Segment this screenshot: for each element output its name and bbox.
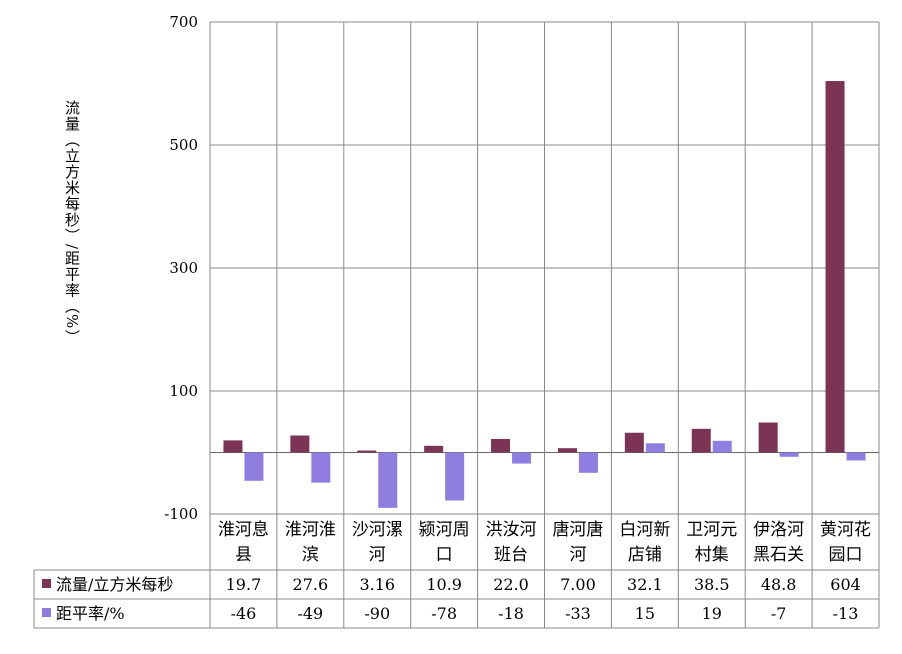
category-label-2-1: 河 — [369, 545, 386, 565]
bar-series1-6 — [624, 432, 644, 453]
bar-series1-5 — [557, 448, 577, 453]
y-tick-label-3: 500 — [169, 136, 198, 154]
bar-series2-0 — [244, 452, 264, 481]
category-label-6-0: 白河新 — [619, 520, 670, 540]
table-value-series2-3: -78 — [431, 604, 457, 623]
category-label-8-0: 伊洛河 — [753, 520, 804, 540]
table-value-series1-4: 22.0 — [493, 575, 529, 594]
y-tick-label-0: -100 — [164, 505, 198, 523]
legend-key-series1 — [42, 579, 51, 588]
bar-series1-3 — [424, 445, 444, 453]
bar-series1-9 — [825, 81, 845, 453]
y-axis-title: 流量（立方米每秒）/距平率（%） — [63, 100, 81, 346]
category-label-9-0: 黄河花 — [820, 520, 871, 540]
category-label-6-1: 店铺 — [628, 545, 662, 565]
category-label-7-0: 卫河元 — [686, 520, 737, 540]
table-value-series1-2: 3.16 — [359, 575, 395, 594]
table-value-series2-6: 15 — [635, 604, 655, 623]
table-value-series2-5: -33 — [565, 604, 591, 623]
bar-series2-8 — [779, 452, 799, 457]
bar-series1-7 — [691, 428, 711, 453]
bar-series2-7 — [712, 440, 732, 453]
table-value-series1-8: 48.8 — [761, 575, 797, 594]
category-label-5-0: 唐河唐 — [552, 519, 603, 540]
bar-series2-2 — [378, 452, 398, 508]
category-label-8-1: 黑石关 — [753, 545, 804, 565]
table-value-series1-7: 38.5 — [694, 575, 730, 594]
bar-series2-5 — [578, 452, 598, 473]
category-label-5-1: 河 — [569, 545, 586, 565]
table-value-series1-5: 7.00 — [560, 575, 596, 594]
table-value-series1-1: 27.6 — [293, 575, 329, 594]
category-label-3-1: 口 — [436, 545, 453, 565]
table-value-series1-0: 19.7 — [226, 575, 262, 594]
table-value-series2-7: 19 — [702, 604, 722, 623]
y-tick-label-4: 700 — [169, 13, 198, 31]
category-label-1-1: 滨 — [302, 545, 319, 565]
bar-series1-0 — [223, 440, 243, 453]
category-label-9-1: 园口 — [829, 545, 863, 565]
bar-series1-8 — [758, 422, 778, 453]
category-label-7-1: 村集 — [695, 545, 729, 565]
y-tick-label-2: 300 — [169, 259, 198, 277]
category-label-0-0: 淮河息 — [218, 520, 269, 540]
bar-series1-4 — [491, 438, 511, 453]
table-value-series2-2: -90 — [364, 604, 390, 623]
category-label-4-0: 洪汝河 — [486, 520, 537, 540]
bar-series2-1 — [311, 452, 331, 483]
table-value-series2-9: -13 — [833, 604, 859, 623]
table-value-series2-4: -18 — [498, 604, 524, 623]
legend-key-series2 — [42, 608, 51, 617]
legend-label-series1: 流量/立方米每秒 — [56, 575, 173, 594]
bar-series1-2 — [357, 450, 377, 453]
category-label-0-1: 县 — [235, 545, 252, 565]
bar-series2-6 — [645, 443, 665, 453]
bar-series2-4 — [512, 452, 532, 464]
table-value-series1-9: 604 — [830, 575, 861, 594]
table-value-series2-0: -46 — [231, 604, 257, 623]
category-label-3-0: 颍河周 — [419, 520, 470, 540]
legend-label-series2: 距平率/% — [56, 604, 125, 623]
category-label-2-0: 沙河漯 — [352, 520, 403, 540]
table-value-series1-3: 10.9 — [426, 575, 462, 594]
category-label-1-0: 淮河淮 — [285, 520, 336, 540]
bar-series2-3 — [445, 452, 465, 501]
category-label-4-1: 班台 — [494, 545, 528, 565]
table-value-series2-1: -49 — [297, 604, 323, 623]
table-value-series2-8: -7 — [771, 604, 787, 623]
bar-series1-1 — [290, 435, 310, 453]
y-tick-label-1: 100 — [169, 382, 198, 400]
table-value-series1-6: 32.1 — [627, 575, 663, 594]
bar-series2-9 — [846, 452, 866, 461]
